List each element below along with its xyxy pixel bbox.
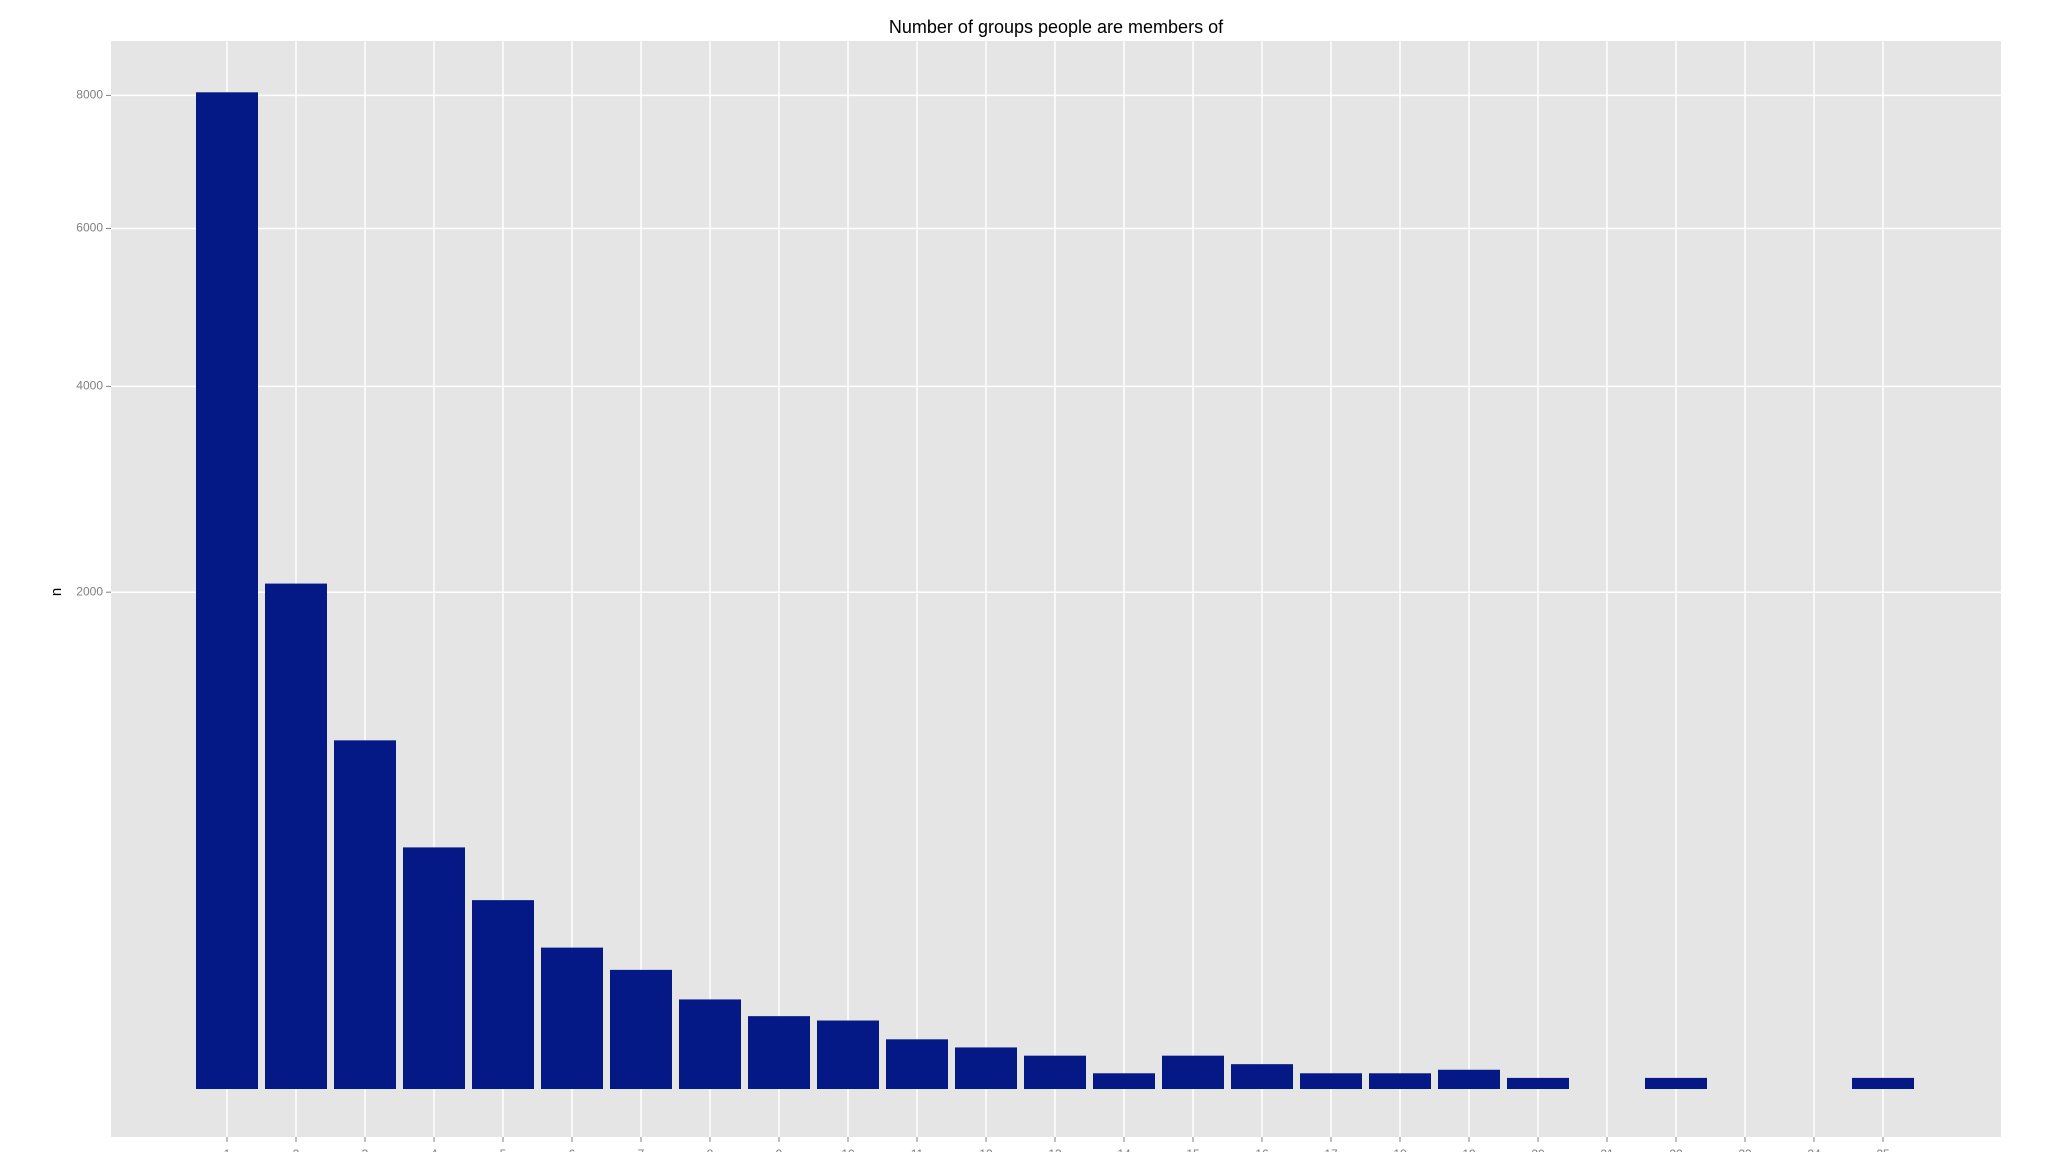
bar bbox=[1645, 1077, 1707, 1089]
x-tick-label: 16 bbox=[1255, 1147, 1269, 1152]
bar bbox=[610, 969, 672, 1089]
x-tick-label: 13 bbox=[1048, 1147, 1062, 1152]
bar bbox=[1162, 1055, 1224, 1089]
bar bbox=[1093, 1073, 1155, 1089]
y-tick-label: 8000 bbox=[76, 88, 103, 102]
bar bbox=[955, 1047, 1017, 1089]
bar bbox=[1024, 1055, 1086, 1089]
x-tick-label: 3 bbox=[362, 1147, 369, 1152]
bar bbox=[472, 900, 534, 1089]
x-tick-label: 8 bbox=[707, 1147, 714, 1152]
x-tick-label: 20 bbox=[1531, 1147, 1545, 1152]
x-tick-label: 5 bbox=[500, 1147, 507, 1152]
x-tick-label: 10 bbox=[841, 1147, 855, 1152]
bar bbox=[1300, 1073, 1362, 1089]
bar bbox=[1231, 1064, 1293, 1089]
y-tick-label: 4000 bbox=[76, 379, 103, 393]
x-tick-label: 4 bbox=[431, 1147, 438, 1152]
chart-title: Number of groups people are members of bbox=[889, 17, 1224, 37]
x-tick-label: 17 bbox=[1324, 1147, 1338, 1152]
x-tick-label: 18 bbox=[1393, 1147, 1407, 1152]
x-tick-label: 24 bbox=[1807, 1147, 1821, 1152]
x-tick-label: 21 bbox=[1600, 1147, 1614, 1152]
x-tick-label: 11 bbox=[911, 1147, 924, 1152]
x-tick-label: 22 bbox=[1669, 1147, 1683, 1152]
x-tick-label: 6 bbox=[569, 1147, 576, 1152]
x-tick-label: 2 bbox=[293, 1147, 300, 1152]
bar bbox=[679, 999, 741, 1089]
y-axis-label: n bbox=[48, 588, 65, 596]
x-tick-label: 1 bbox=[224, 1147, 231, 1152]
bar bbox=[334, 740, 396, 1089]
bar bbox=[1507, 1077, 1569, 1089]
x-tick-label: 7 bbox=[638, 1147, 645, 1152]
x-tick-label: 23 bbox=[1738, 1147, 1752, 1152]
x-tick-label: 25 bbox=[1876, 1147, 1890, 1152]
bar bbox=[265, 583, 327, 1089]
x-tick-label: 9 bbox=[776, 1147, 783, 1152]
bar bbox=[817, 1020, 879, 1089]
bar bbox=[541, 947, 603, 1089]
x-tick-label: 12 bbox=[979, 1147, 993, 1152]
bar bbox=[886, 1039, 948, 1089]
bar bbox=[748, 1016, 810, 1089]
x-tick-label: 15 bbox=[1186, 1147, 1200, 1152]
bar bbox=[1852, 1077, 1914, 1089]
bar bbox=[403, 847, 465, 1089]
bar bbox=[1369, 1073, 1431, 1089]
y-tick-label: 2000 bbox=[76, 584, 103, 598]
y-tick-label: 6000 bbox=[76, 221, 103, 235]
x-tick-label: 19 bbox=[1462, 1147, 1476, 1152]
x-tick-label: 14 bbox=[1117, 1147, 1131, 1152]
bar bbox=[1438, 1069, 1500, 1089]
bar bbox=[196, 92, 258, 1090]
